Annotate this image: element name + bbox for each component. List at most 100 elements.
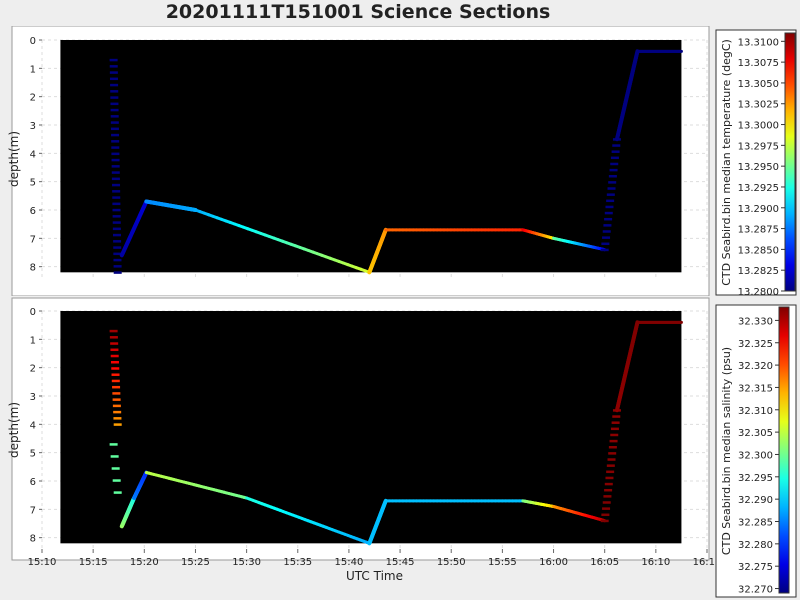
data-bin-mark xyxy=(109,71,118,74)
data-bin-mark xyxy=(604,211,613,215)
data-bin-mark xyxy=(112,479,121,482)
x-tick-label: 15:40 xyxy=(335,557,364,568)
data-bin-mark xyxy=(110,121,119,124)
x-tick-label: 15:55 xyxy=(488,557,517,568)
data-bin-mark xyxy=(610,156,619,160)
data-bin-mark xyxy=(110,455,119,458)
x-tick-label: 15:50 xyxy=(437,557,466,568)
data-bin-mark xyxy=(111,171,120,174)
colorbar-tick-label: 32.275 xyxy=(738,562,773,573)
y-tick-label: 1 xyxy=(30,335,36,346)
data-bin-mark xyxy=(111,379,120,383)
data-bin-mark xyxy=(603,224,612,227)
data-bin-mark xyxy=(110,90,119,93)
data-bin-mark xyxy=(605,476,614,480)
y-tick-label: 8 xyxy=(30,263,36,274)
data-bin-mark xyxy=(113,271,122,274)
colorbar-tick-label: 13.2975 xyxy=(738,141,779,152)
data-bin-mark xyxy=(605,205,614,209)
data-bin-mark xyxy=(111,152,120,156)
colorbar-label: CTD Seabird.bin median salinity (psu) xyxy=(720,347,733,555)
chart-title: 20201111T151001 Science Sections xyxy=(165,1,551,23)
data-bin-mark xyxy=(608,446,617,449)
data-bin-mark xyxy=(601,242,610,246)
data-bin-mark xyxy=(112,183,121,187)
data-bin-mark xyxy=(602,507,611,510)
data-bin-mark xyxy=(112,398,121,401)
data-bin-mark xyxy=(111,146,120,149)
data-bin-mark xyxy=(607,458,616,461)
data-bin-mark xyxy=(113,258,122,262)
y-tick-label: 3 xyxy=(30,392,36,403)
colorbar-tick-label: 32.305 xyxy=(738,428,773,439)
data-background xyxy=(60,311,682,544)
data-bin-mark xyxy=(609,168,618,172)
colorbar-frame xyxy=(715,29,797,296)
data-bin-mark xyxy=(610,427,619,431)
colorbar-tick-label: 13.2800 xyxy=(738,287,779,296)
data-bin-mark xyxy=(113,252,122,256)
data-bin-mark xyxy=(612,144,621,147)
data-bin-mark xyxy=(604,217,613,221)
y-axis-label: depth(m) xyxy=(7,402,21,458)
data-bin-mark xyxy=(609,439,618,443)
data-bin-mark xyxy=(603,495,612,498)
data-bin-mark xyxy=(109,77,118,81)
x-tick-label: 16:00 xyxy=(539,557,568,568)
colorbar-tick-label: 13.3000 xyxy=(738,121,779,132)
data-series xyxy=(109,320,683,546)
data-bin-mark xyxy=(610,162,619,166)
data-bin-mark xyxy=(111,158,120,162)
data-bin-mark xyxy=(109,329,118,333)
data-bin-mark xyxy=(110,348,119,352)
data-bin-mark xyxy=(113,423,122,426)
colorbar-tick-label: 32.295 xyxy=(738,473,773,484)
data-bin-mark xyxy=(604,488,613,492)
y-tick-label: 3 xyxy=(30,121,36,132)
colorbar-tick-label: 32.310 xyxy=(738,406,773,417)
y-tick-label: 5 xyxy=(30,449,36,460)
colorbar-tick-label: 13.2825 xyxy=(738,266,779,277)
colorbar-tick-label: 32.330 xyxy=(738,316,773,327)
data-bin-mark xyxy=(600,519,609,523)
data-bin-mark xyxy=(602,236,611,239)
data-bin-mark xyxy=(112,221,121,224)
y-tick-label: 7 xyxy=(30,505,36,516)
y-tick-label: 0 xyxy=(30,307,36,318)
data-bin-mark xyxy=(113,265,122,268)
colorbar-tick-label: 32.325 xyxy=(738,339,773,350)
colorbar-tick-label: 32.270 xyxy=(738,585,773,596)
data-bin-mark xyxy=(606,193,615,196)
x-tick-label: 15:10 xyxy=(28,557,57,568)
data-bin-mark xyxy=(111,467,120,470)
colorbar-tick-label: 32.315 xyxy=(738,383,773,394)
y-tick-label: 7 xyxy=(30,234,36,245)
colorbar-tick-label: 13.2850 xyxy=(738,245,779,256)
data-bin-mark xyxy=(113,417,122,420)
y-tick-label: 0 xyxy=(30,36,36,47)
data-bin-mark xyxy=(111,133,120,137)
data-bin-mark xyxy=(112,208,121,212)
data-bin-mark xyxy=(608,175,617,178)
data-bin-mark xyxy=(109,65,118,68)
y-tick-label: 6 xyxy=(30,206,36,217)
data-bin-mark xyxy=(606,464,615,467)
y-tick-label: 2 xyxy=(30,93,36,104)
x-tick-label: 15:25 xyxy=(181,557,210,568)
data-bin-mark xyxy=(112,202,121,206)
data-bin-mark xyxy=(600,248,609,252)
data-bin-mark xyxy=(611,150,620,153)
y-tick-label: 1 xyxy=(30,64,36,75)
data-bin-mark xyxy=(112,404,121,408)
data-bin-mark xyxy=(109,336,118,339)
data-bin-mark xyxy=(111,177,120,181)
data-bin-mark xyxy=(610,433,619,437)
data-bin-mark xyxy=(111,140,120,143)
y-tick-label: 4 xyxy=(30,149,36,160)
data-bin-mark xyxy=(112,233,121,237)
data-bin-mark xyxy=(109,58,118,62)
y-tick-label: 2 xyxy=(30,364,36,375)
colorbar-tick-label: 32.300 xyxy=(738,450,773,461)
data-bin-mark xyxy=(602,230,611,233)
data-bin-mark xyxy=(109,443,118,446)
